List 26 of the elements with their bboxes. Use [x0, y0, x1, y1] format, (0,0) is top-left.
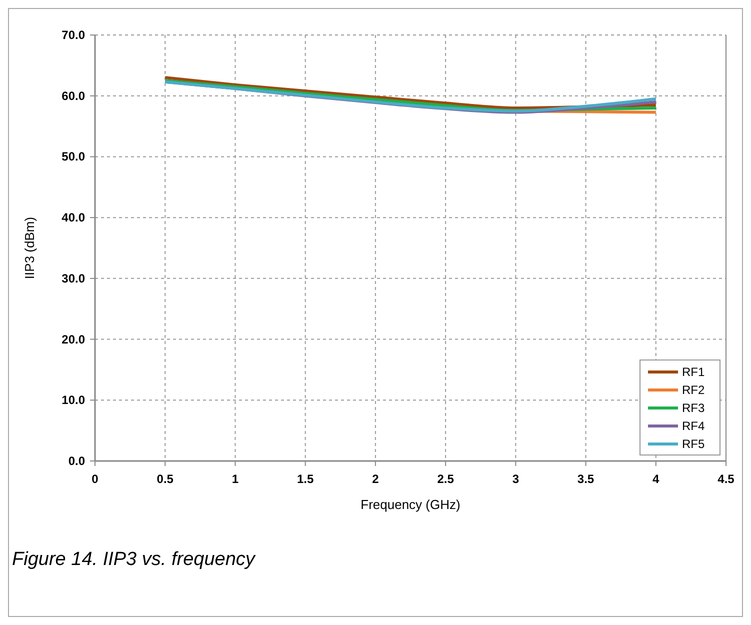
y-tick-label: 30.0: [62, 271, 86, 286]
legend-label: RF5: [682, 437, 705, 451]
x-tick-label: 3: [512, 472, 520, 486]
x-tick-label: 4.5: [718, 472, 735, 486]
x-tick-label: 1.5: [296, 472, 314, 486]
x-tick-label: 3.5: [577, 472, 594, 486]
x-tick-label: 1: [232, 472, 239, 486]
y-tick-label: 0.0: [68, 454, 86, 468]
x-axis-title: Frequency (GHz): [360, 497, 460, 512]
y-tick-label: 40.0: [62, 210, 86, 225]
legend-label: RF3: [682, 401, 705, 415]
legend-label: RF2: [682, 383, 705, 397]
caption: Figure 14. IIP3 vs. frequency: [12, 549, 256, 570]
x-tick-label: 0.5: [156, 472, 174, 486]
legend-label: RF4: [682, 419, 705, 433]
y-tick-label: 10.0: [62, 393, 86, 408]
y-axis-title: IIP3 (dBm): [22, 216, 37, 280]
x-tick-label: 0: [92, 472, 99, 486]
x-tick-label: 2: [372, 472, 380, 486]
y-tick-label: 60.0: [62, 88, 86, 103]
y-tick-label: 20.0: [62, 332, 86, 346]
x-tick-label: 2.5: [437, 472, 454, 486]
x-tick-label: 4: [652, 472, 660, 486]
y-tick-label: 50.0: [62, 150, 86, 164]
legend-label: RF1: [682, 365, 705, 379]
y-tick-label: 70.0: [62, 28, 86, 42]
